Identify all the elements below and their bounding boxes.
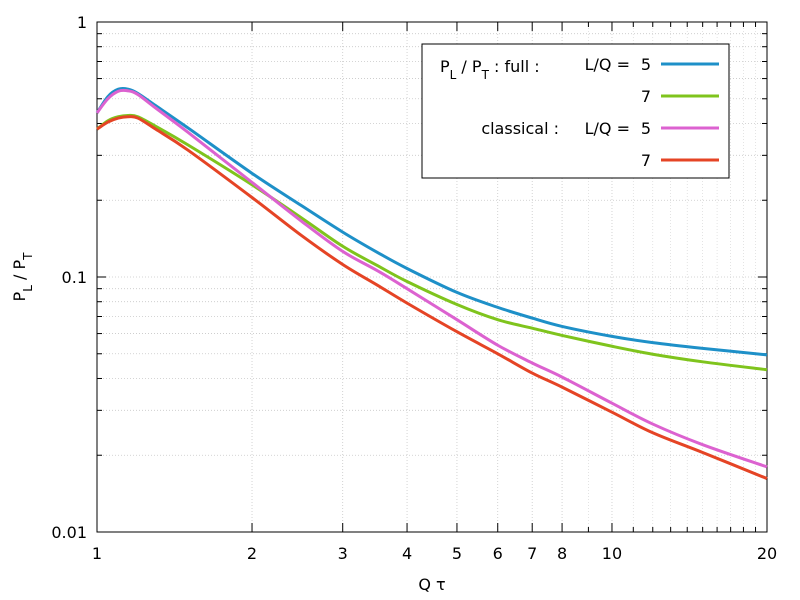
- y-axis-label: PL / PT: [10, 252, 35, 302]
- y-tick-label: 0.01: [51, 523, 87, 542]
- x-tick-label: 4: [402, 544, 412, 563]
- legend-title-sub2: T: [481, 68, 490, 82]
- legend-entry-label-4: 7: [641, 151, 651, 170]
- series-line-1: [95, 86, 768, 357]
- legend-param-label-2: L/Q =: [585, 119, 630, 138]
- legend-entry-label-3: 5: [641, 119, 651, 138]
- x-axis-label: Q τ: [418, 575, 445, 594]
- legend: PL / PT : full : L/Q = L/Q = classical :…: [421, 43, 730, 179]
- legend-box: [421, 43, 730, 179]
- legend-title: PL / PT : full :: [440, 57, 540, 82]
- y-label-mid: / P: [10, 260, 29, 286]
- legend-group-classical: classical :: [481, 119, 559, 138]
- x-tick-label: 1: [92, 544, 102, 563]
- x-tick-label: 10: [602, 544, 622, 563]
- legend-title-mid: / P: [456, 57, 482, 76]
- y-label-sub1: L: [21, 285, 35, 292]
- x-tick-label: 3: [338, 544, 348, 563]
- x-tick-label: 2: [247, 544, 257, 563]
- y-label-sub2: T: [21, 252, 35, 261]
- x-tick-label: 5: [452, 544, 462, 563]
- x-tick-label: 6: [493, 544, 503, 563]
- y-tick-label: 0.1: [62, 268, 87, 287]
- y-tick-label: 1: [77, 13, 87, 32]
- ticks: 0.01 0.1 1 1 2 3 4 5 6 7 8 10 20: [51, 13, 777, 563]
- series-lines: [95, 86, 768, 480]
- x-tick-label: 7: [527, 544, 537, 563]
- x-tick-label: 8: [557, 544, 567, 563]
- legend-param-label-1: L/Q =: [585, 55, 630, 74]
- legend-title-sub1: L: [450, 68, 457, 82]
- legend-title-tail: : full :: [489, 57, 540, 76]
- y-label-main: P: [10, 291, 29, 301]
- legend-entry-label-2: 7: [641, 87, 651, 106]
- series-line-4: [96, 115, 768, 480]
- legend-entry-label-1: 5: [641, 55, 651, 74]
- legend-title-main: P: [440, 57, 450, 76]
- x-tick-label: 20: [757, 544, 777, 563]
- series-line-3: [95, 88, 768, 469]
